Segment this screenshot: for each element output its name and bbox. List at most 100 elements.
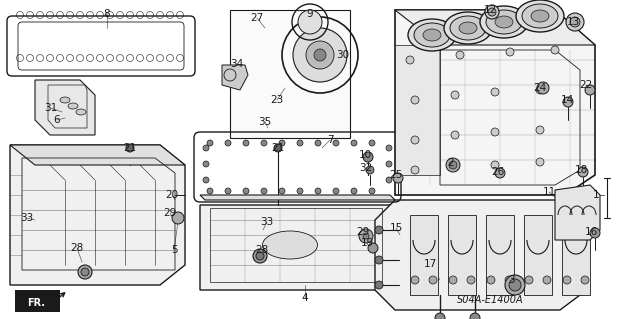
Circle shape <box>81 268 89 276</box>
Polygon shape <box>395 10 595 195</box>
Ellipse shape <box>60 97 70 103</box>
Circle shape <box>256 252 264 260</box>
Circle shape <box>536 86 544 94</box>
Circle shape <box>446 158 460 172</box>
Circle shape <box>78 265 92 279</box>
Polygon shape <box>200 195 395 200</box>
Circle shape <box>505 275 525 295</box>
Text: 18: 18 <box>574 165 588 175</box>
Text: 14: 14 <box>561 95 573 105</box>
Text: 3: 3 <box>508 275 515 285</box>
Polygon shape <box>395 10 595 45</box>
Circle shape <box>543 276 551 284</box>
Circle shape <box>203 145 209 151</box>
Text: 5: 5 <box>171 245 177 255</box>
Circle shape <box>203 177 209 183</box>
Text: 17: 17 <box>424 259 436 269</box>
Circle shape <box>298 10 322 34</box>
Circle shape <box>470 313 480 319</box>
Text: 28: 28 <box>70 243 84 253</box>
Circle shape <box>297 188 303 194</box>
Circle shape <box>333 140 339 146</box>
Text: 23: 23 <box>270 95 284 105</box>
Circle shape <box>225 188 231 194</box>
Text: 31: 31 <box>44 103 58 113</box>
Text: 25: 25 <box>389 170 403 180</box>
Polygon shape <box>410 215 438 295</box>
Polygon shape <box>448 215 476 295</box>
Circle shape <box>411 96 419 104</box>
Text: 29: 29 <box>163 208 177 218</box>
Ellipse shape <box>262 231 317 259</box>
Ellipse shape <box>68 103 78 109</box>
Circle shape <box>279 140 285 146</box>
Circle shape <box>449 161 457 169</box>
Polygon shape <box>222 65 248 90</box>
Text: 30: 30 <box>337 50 349 60</box>
Circle shape <box>369 140 375 146</box>
Text: 4: 4 <box>301 293 308 303</box>
Circle shape <box>566 13 584 31</box>
Circle shape <box>386 145 392 151</box>
Circle shape <box>306 41 334 69</box>
Text: 19: 19 <box>360 238 374 248</box>
Text: S04A-E1400A: S04A-E1400A <box>457 295 524 305</box>
Ellipse shape <box>522 4 558 28</box>
Text: FR.: FR. <box>27 298 45 308</box>
Text: 16: 16 <box>584 227 598 237</box>
Text: 9: 9 <box>307 9 314 19</box>
Text: 2: 2 <box>448 158 454 168</box>
Text: 32: 32 <box>360 163 372 173</box>
Polygon shape <box>395 45 440 175</box>
Circle shape <box>172 212 184 224</box>
Circle shape <box>435 313 445 319</box>
Circle shape <box>366 166 374 174</box>
Polygon shape <box>375 200 580 310</box>
Circle shape <box>411 166 419 174</box>
Text: 7: 7 <box>326 135 333 145</box>
Ellipse shape <box>531 10 549 22</box>
Text: 33: 33 <box>260 217 274 227</box>
Circle shape <box>488 8 496 16</box>
Circle shape <box>506 48 514 56</box>
Circle shape <box>406 56 414 64</box>
Circle shape <box>411 136 419 144</box>
Text: 11: 11 <box>542 187 556 197</box>
Circle shape <box>505 276 513 284</box>
Ellipse shape <box>444 12 492 44</box>
Circle shape <box>386 161 392 167</box>
Circle shape <box>491 88 499 96</box>
Polygon shape <box>562 215 590 295</box>
Circle shape <box>279 188 285 194</box>
FancyArrowPatch shape <box>57 293 65 299</box>
Polygon shape <box>10 145 185 285</box>
Circle shape <box>578 167 588 177</box>
Circle shape <box>261 188 267 194</box>
Circle shape <box>207 140 213 146</box>
Ellipse shape <box>450 16 486 40</box>
Circle shape <box>369 188 375 194</box>
Circle shape <box>333 188 339 194</box>
Text: 6: 6 <box>54 115 60 125</box>
Circle shape <box>467 276 475 284</box>
Circle shape <box>363 152 373 162</box>
Circle shape <box>570 17 580 27</box>
Text: 22: 22 <box>579 80 593 90</box>
Circle shape <box>253 249 267 263</box>
Polygon shape <box>200 205 395 290</box>
Circle shape <box>411 276 419 284</box>
Ellipse shape <box>495 16 513 28</box>
Circle shape <box>393 173 403 183</box>
Circle shape <box>315 188 321 194</box>
Circle shape <box>351 140 357 146</box>
Text: 21: 21 <box>271 143 285 153</box>
Circle shape <box>375 256 383 264</box>
Text: 28: 28 <box>255 245 269 255</box>
Circle shape <box>509 279 521 291</box>
FancyBboxPatch shape <box>15 290 60 312</box>
Polygon shape <box>486 215 514 295</box>
Polygon shape <box>35 80 95 135</box>
Circle shape <box>563 97 573 107</box>
Circle shape <box>536 126 544 134</box>
Circle shape <box>563 276 571 284</box>
